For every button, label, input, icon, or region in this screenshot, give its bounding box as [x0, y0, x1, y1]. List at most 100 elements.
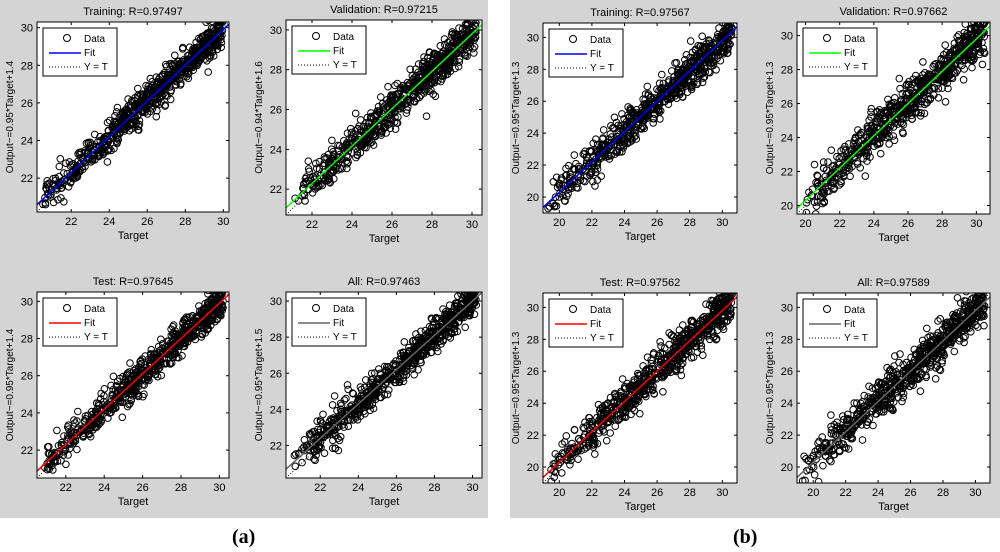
data-point: [707, 61, 715, 70]
data-point: [323, 427, 332, 436]
data-point: [560, 196, 569, 205]
data-point: [120, 127, 129, 135]
data-points: [39, 8, 227, 209]
data-point: [427, 348, 435, 357]
data-point: [617, 121, 625, 130]
legend-data-marker: [823, 34, 831, 42]
data-point: [171, 51, 179, 60]
x-tick-label: 28: [179, 216, 191, 228]
data-point: [188, 63, 197, 72]
data-point: [308, 189, 317, 197]
x-tick-label: 30: [466, 219, 478, 231]
data-point: [629, 125, 637, 133]
data-point: [143, 375, 152, 384]
x-tick-label: 26: [390, 482, 402, 494]
data-point: [197, 333, 206, 341]
fit-line: [543, 26, 737, 208]
data-point: [348, 389, 357, 397]
data-point: [886, 107, 895, 115]
data-point: [920, 109, 929, 118]
data-point: [166, 95, 175, 104]
data-point: [155, 87, 164, 95]
y-tick-label: 30: [21, 296, 33, 308]
data-point: [148, 87, 157, 95]
data-point: [968, 63, 976, 72]
data-point: [938, 73, 947, 81]
y-tick-label: 26: [781, 99, 793, 111]
data-point: [715, 24, 723, 32]
data-points: [544, 23, 736, 213]
data-point: [121, 393, 129, 402]
data-point: [421, 332, 429, 341]
data-point: [838, 163, 847, 171]
data-point: [429, 321, 437, 330]
data-point: [894, 110, 902, 119]
data-point: [725, 311, 733, 320]
data-point: [619, 128, 628, 137]
identity-line: [797, 22, 990, 214]
x-tick-label: 30: [466, 482, 478, 494]
y-axis-label: Output~=0.95*Target+1.5: [254, 328, 265, 441]
data-point: [384, 82, 392, 91]
data-point: [695, 71, 704, 79]
data-point: [856, 130, 865, 138]
data-point: [976, 23, 985, 32]
y-tick-label: 24: [21, 408, 33, 420]
data-point: [961, 22, 970, 28]
data-point: [689, 74, 698, 83]
data-point: [822, 166, 831, 174]
data-point: [444, 65, 452, 74]
data-point: [301, 179, 310, 187]
data-point: [825, 187, 833, 195]
data-point: [63, 423, 72, 431]
y-tick-label: 22: [270, 184, 282, 196]
data-point: [980, 48, 988, 56]
legend-label: Fit: [333, 318, 344, 329]
data-point: [71, 164, 80, 173]
data-point: [924, 96, 933, 104]
data-point: [88, 407, 96, 416]
data-point: [313, 164, 321, 173]
data-point: [959, 76, 968, 84]
x-tick-label: 28: [936, 218, 948, 230]
data-point: [729, 286, 736, 293]
data-point: [882, 107, 890, 116]
data-point: [384, 102, 392, 110]
data-point: [220, 8, 227, 15]
data-point: [379, 376, 388, 385]
data-point: [406, 65, 415, 74]
data-point: [91, 156, 99, 164]
data-point: [814, 172, 822, 180]
data-point: [362, 376, 370, 384]
data-point: [392, 357, 400, 365]
data-point: [409, 351, 417, 360]
data-point: [958, 39, 967, 48]
data-point: [549, 178, 558, 186]
data-point: [100, 147, 109, 156]
data-point: [657, 84, 666, 92]
data-point: [176, 61, 185, 70]
data-point: [571, 165, 579, 174]
data-point: [579, 423, 588, 432]
data-point: [899, 129, 907, 138]
data-point: [153, 106, 161, 115]
axes-frame: [36, 21, 230, 213]
data-point: [969, 22, 977, 25]
data-point: [457, 314, 466, 322]
data-point: [355, 405, 364, 413]
data-point: [99, 401, 107, 409]
data-point: [697, 63, 705, 72]
data-point: [597, 172, 606, 180]
data-point: [365, 118, 374, 127]
data-point: [41, 199, 50, 207]
data-point: [454, 62, 463, 71]
data-point: [594, 157, 602, 166]
plot-title: Validation: R=0.97215: [330, 4, 438, 16]
data-point: [358, 142, 367, 150]
data-point: [672, 94, 681, 102]
data-point: [881, 115, 889, 123]
data-point: [591, 450, 599, 458]
data-point: [905, 106, 914, 115]
